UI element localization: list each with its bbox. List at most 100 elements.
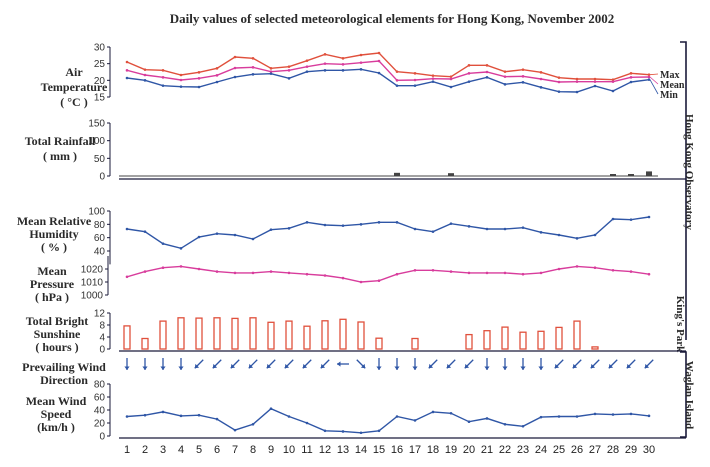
temp-max-point-7 xyxy=(233,55,237,59)
wind-arrow-22 xyxy=(502,358,508,370)
wind-arrow-26 xyxy=(572,359,582,369)
station-hko-label: Hong Kong Observatory xyxy=(683,114,695,231)
humidity-point-1 xyxy=(125,227,129,231)
rainfall-bar-29 xyxy=(628,174,634,176)
pressure-point-5 xyxy=(197,267,201,271)
temp-min-point-1 xyxy=(125,76,129,80)
rainfall-bar-28 xyxy=(610,174,616,176)
pressure-point-21 xyxy=(485,271,489,275)
temp-mean-point-12 xyxy=(323,62,327,65)
humidity-label-l3: ( % ) xyxy=(41,240,67,254)
temp-mean-point-19 xyxy=(449,77,453,81)
humidity-point-21 xyxy=(485,227,489,231)
wind-direction-label: Prevailing Wind Direction xyxy=(22,360,106,387)
temp-min-point-24 xyxy=(539,86,543,89)
wind-arrow-3 xyxy=(160,358,166,370)
legend-leader-min xyxy=(649,79,659,95)
temp-max-point-12 xyxy=(323,53,327,56)
wind-speed-label-l1: Mean Wind xyxy=(26,394,87,408)
wind-arrow-5 xyxy=(194,359,204,369)
temp-min-point-14 xyxy=(359,68,363,71)
pressure-label-l1: Mean xyxy=(37,264,67,278)
rainfall-label-l2: ( mm ) xyxy=(43,149,77,163)
temp-max-point-18 xyxy=(431,74,435,77)
legend-mean: Mean xyxy=(660,80,685,91)
wind-speed-label-l3: (km/h ) xyxy=(37,420,75,434)
x-tick-20: 20 xyxy=(463,444,475,456)
sunshine-bar-24 xyxy=(537,330,545,350)
rainfall-bar-16 xyxy=(394,172,400,176)
humidity-point-6 xyxy=(215,232,219,235)
temp-max-point-29 xyxy=(629,72,633,75)
rainfall-y-tick-2: 100 xyxy=(88,136,105,147)
temp-mean-point-26 xyxy=(575,80,579,83)
temp-max-point-15 xyxy=(377,51,381,55)
rainfall-bar-19 xyxy=(448,173,454,176)
temp-mean-point-25 xyxy=(557,80,561,84)
wind-speed-point-6 xyxy=(215,417,219,421)
wind-arrow-17 xyxy=(412,358,418,370)
temp-min-point-26 xyxy=(575,90,579,94)
humidity-point-29 xyxy=(629,218,633,221)
x-tick-17: 17 xyxy=(409,444,421,456)
pressure-point-7 xyxy=(233,271,237,275)
wind-speed-point-12 xyxy=(323,429,327,433)
wind-speed-point-14 xyxy=(359,431,363,435)
humidity-point-13 xyxy=(341,224,345,227)
legend-leader-mean xyxy=(649,76,659,85)
temp-max-point-6 xyxy=(215,67,219,70)
pressure-point-13 xyxy=(341,276,345,280)
wind-arrow-1 xyxy=(124,358,130,370)
wind-arrow-head-17 xyxy=(412,366,418,370)
temp-max-point-11 xyxy=(305,59,309,62)
pressure-y-tick-0: 1000 xyxy=(81,291,104,302)
sunshine-bar-21 xyxy=(483,330,491,350)
temperature-y-tick-3: 30 xyxy=(94,43,106,54)
temp-min-point-29 xyxy=(629,80,633,84)
temp-mean-point-2 xyxy=(143,73,147,77)
temp-mean-point-1 xyxy=(125,69,129,72)
wind-speed-point-15 xyxy=(377,429,381,433)
humidity-point-28 xyxy=(611,217,615,221)
temp-mean-point-9 xyxy=(269,70,273,73)
humidity-point-10 xyxy=(287,227,291,230)
temp-mean-point-24 xyxy=(539,77,543,81)
x-tick-16: 16 xyxy=(391,444,403,456)
wind-speed-point-9 xyxy=(269,407,273,411)
wind-arrow-28 xyxy=(608,359,618,369)
sunshine-bar-25 xyxy=(555,326,563,350)
temp-min-point-13 xyxy=(341,69,345,72)
temp-mean-point-23 xyxy=(521,75,525,78)
x-tick-25: 25 xyxy=(553,444,565,456)
temp-min-point-25 xyxy=(557,90,561,93)
sunshine-bar-14 xyxy=(357,321,365,350)
wind-arrow-11 xyxy=(302,359,312,369)
temperature-y-tick-2: 25 xyxy=(94,59,106,70)
sunshine-y-tick-3: 12 xyxy=(94,309,106,320)
wind-speed-y-tick-3: 60 xyxy=(94,393,106,404)
temp-max-point-16 xyxy=(395,70,399,73)
rainfall-bar-30 xyxy=(646,171,652,176)
pressure-point-1 xyxy=(125,275,129,279)
wind-arrow-21 xyxy=(484,358,490,370)
humidity-y-tick-0: 40 xyxy=(94,247,106,258)
wind-speed-point-4 xyxy=(179,414,183,418)
x-tick-21: 21 xyxy=(481,444,493,456)
wind-arrow-head-4 xyxy=(178,366,184,370)
wind-speed-line xyxy=(126,407,650,434)
x-tick-24: 24 xyxy=(535,444,547,456)
wind-speed-label: Mean Wind Speed (km/h ) xyxy=(26,394,87,434)
humidity-point-23 xyxy=(521,226,525,229)
wind-arrow-head-1 xyxy=(124,366,130,370)
sunshine-bar-23 xyxy=(519,331,527,350)
wind-speed-point-17 xyxy=(413,419,417,422)
temp-mean-point-5 xyxy=(197,77,201,80)
sunshine-label-l2: Sunshine xyxy=(34,327,81,341)
pressure-point-4 xyxy=(179,265,183,268)
temp-min-point-15 xyxy=(377,71,381,75)
pressure-point-27 xyxy=(593,266,597,270)
wind-arrow-head-19 xyxy=(446,363,452,369)
temp-min-point-12 xyxy=(323,69,327,72)
temp-max-point-3 xyxy=(161,69,165,72)
humidity-point-4 xyxy=(179,247,183,250)
